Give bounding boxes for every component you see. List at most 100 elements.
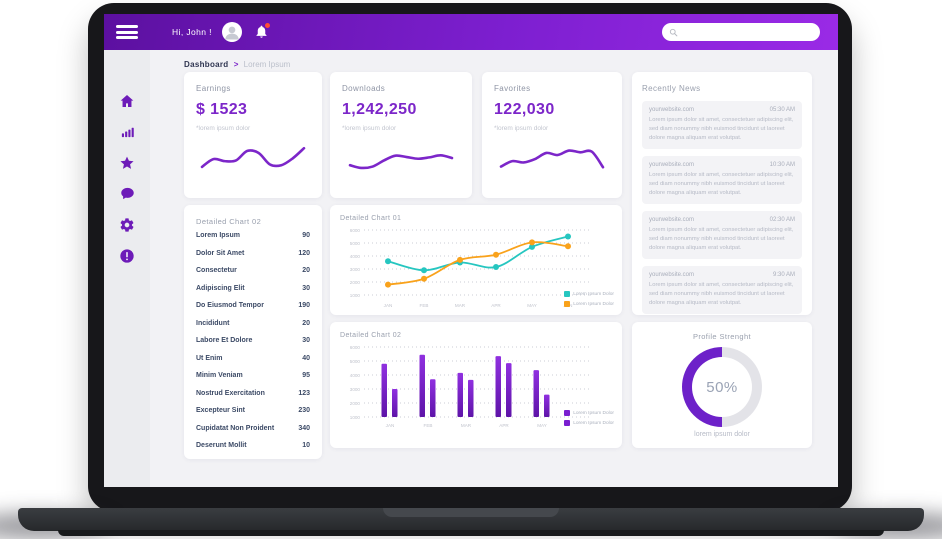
line-chart-legend: Lorem Ipsum Dolor Lorem Ipsum Dolor — [564, 291, 614, 307]
breadcrumb-page: Lorem Ipsum — [243, 60, 291, 69]
breadcrumb-section[interactable]: Dashboard — [184, 60, 229, 69]
svg-text:JAN: JAN — [384, 303, 393, 308]
news-item[interactable]: yourwebsite.com 05:30 AM Lorem ipsum dolor… — [642, 101, 802, 149]
svg-text:APR: APR — [491, 303, 501, 308]
table-row-label: Labore Et Dolore — [196, 337, 253, 344]
table-row: Nostrud Exercitation 123 — [196, 390, 310, 397]
sidebar-item-stats[interactable] — [119, 123, 136, 140]
sidebar-item-alerts[interactable] — [119, 247, 136, 264]
table-row-label: Do Eiusmod Tempor — [196, 302, 264, 309]
table-row-value: 95 — [302, 372, 310, 379]
news-item[interactable]: yourwebsite.com 02:30 AM Lorem ipsum dolor… — [642, 210, 802, 259]
legend-label: Lorem Ipsum Dolor — [573, 301, 614, 307]
gear-icon — [120, 217, 134, 232]
sidebar-item-settings[interactable] — [119, 216, 136, 233]
svg-text:MAR: MAR — [461, 423, 472, 428]
table-row: Lorem Ipsum 90 — [196, 232, 310, 239]
sidebar-item-home[interactable] — [119, 92, 136, 109]
news-source: yourwebsite.com — [649, 107, 695, 113]
table-row-value: 90 — [302, 232, 310, 239]
legend-swatch — [564, 291, 571, 297]
legend-label: Lorem Ipsum Dolor — [573, 291, 614, 297]
news-source: yourwebsite.com — [649, 271, 695, 278]
legend-swatch — [564, 301, 571, 307]
table-row-label: Ut Enim — [196, 354, 223, 362]
table-row: Labore Et Dolore 30 — [196, 337, 310, 344]
earnings-sparkline — [200, 146, 306, 169]
bar-chart-card: Detailed Chart 02 6000 5000 4000 3000 2000 10… — [330, 322, 622, 448]
table-row-value: 40 — [302, 354, 310, 362]
search-box[interactable] — [662, 23, 820, 41]
favorites-note: *lorem ipsum dolor — [494, 125, 549, 132]
news-item[interactable]: yourwebsite.com 10:30 AM Lorem ipsum dolor… — [642, 155, 802, 204]
news-item[interactable]: yourwebsite.com 9:30 AM Lorem ipsum dolor … — [642, 265, 802, 314]
svg-text:APR: APR — [499, 423, 509, 428]
table-row-value: 30 — [302, 284, 310, 292]
breadcrumb: Dashboard > Lorem Ipsum — [184, 60, 290, 69]
svg-text:MAY: MAY — [537, 423, 547, 428]
news-time: 02:30 AM — [769, 216, 795, 223]
legend-item: Lorem Ipsum Dolor — [564, 410, 614, 416]
svg-text:6000: 6000 — [350, 345, 361, 350]
table-row: Do Eiusmod Tempor 190 — [196, 302, 310, 309]
profile-strength-note: lorem ipsum dolor — [694, 431, 750, 438]
news-time: 10:30 AM — [769, 161, 795, 168]
avatar[interactable] — [221, 22, 242, 42]
svg-text:5000: 5000 — [350, 359, 361, 364]
greeting-text: Hi, John ! — [172, 27, 212, 37]
news-time: 05:30 AM — [769, 107, 795, 113]
news-body: Lorem ipsum dolor sit amet, consectetuer… — [649, 117, 794, 141]
table-row-value: 10 — [302, 442, 310, 449]
downloads-value: 1,242,250 — [342, 101, 417, 118]
sidebar-item-messages[interactable] — [119, 185, 136, 202]
table-row-value: 30 — [302, 337, 310, 344]
legend-item: Lorem Ipsum Dolor — [564, 291, 614, 297]
earnings-card: Earnings $ 1523 *lorem ipsum dolor — [184, 72, 322, 198]
table-row: Consectetur 20 — [196, 267, 310, 274]
search-input[interactable] — [678, 27, 813, 37]
bar-chart: 6000 5000 4000 3000 2000 1000 JAN FEB MAR APR MAY — [350, 345, 590, 428]
notifications-icon[interactable] — [254, 23, 270, 41]
favorites-value: 122,030 — [494, 101, 555, 118]
favorites-sparkline — [499, 149, 605, 169]
legend-label: Lorem Ipsum Dolor — [573, 420, 614, 426]
laptop-hinge-notch — [383, 508, 559, 517]
news-body: Lorem ipsum dolor sit amet, consectetuer… — [649, 171, 794, 196]
earnings-title: Earnings — [196, 84, 231, 93]
legend-item: Lorem Ipsum Dolor — [564, 301, 614, 307]
profile-strength-card: Profile Strenght 50% lorem ipsum dolor — [632, 322, 812, 448]
news-list: yourwebsite.com 05:30 AM Lorem ipsum dolor… — [642, 101, 802, 314]
table-row-value: 190 — [298, 302, 310, 309]
earnings-value: $ 1523 — [196, 101, 248, 118]
laptop-base — [18, 508, 924, 536]
svg-text:4000: 4000 — [350, 254, 361, 259]
sidebar-item-favorites[interactable] — [119, 154, 136, 171]
svg-text:1000: 1000 — [350, 293, 361, 298]
svg-text:MAY: MAY — [527, 303, 537, 308]
table-row: Ut Enim 40 — [196, 355, 310, 362]
topbar: Hi, John ! — [104, 14, 838, 50]
svg-text:JAN: JAN — [386, 423, 395, 428]
table-row-value: 20 — [302, 319, 310, 327]
alert-icon — [120, 248, 134, 263]
table-row-label: Dolor Sit Amet — [196, 249, 245, 257]
bar-chart-icon — [121, 127, 134, 138]
table-row: Adipiscing Elit 30 — [196, 285, 310, 292]
table-row-value: 230 — [298, 407, 310, 414]
search-icon — [669, 28, 678, 36]
downloads-card: Downloads 1,242,250 *lorem ipsum dolor — [330, 72, 472, 198]
recently-news-title: Recently News — [642, 84, 701, 93]
menu-icon[interactable] — [116, 25, 138, 39]
sidebar — [104, 50, 150, 487]
favorites-title: Favorites — [494, 84, 531, 93]
detail-table: Lorem Ipsum 90 Dolor Sit Amet 120 Consectetu… — [196, 232, 310, 449]
table-row-label: Adipiscing Elit — [196, 284, 245, 292]
profile-percent: 50% — [706, 378, 738, 396]
svg-text:1000: 1000 — [350, 415, 361, 420]
user-icon — [225, 26, 239, 40]
table-row: Dolor Sit Amet 120 — [196, 250, 310, 257]
table-row-value: 340 — [298, 424, 310, 432]
svg-text:FEB: FEB — [424, 423, 433, 428]
star-icon — [120, 156, 134, 169]
table-row-label: Excepteur Sint — [196, 407, 246, 414]
